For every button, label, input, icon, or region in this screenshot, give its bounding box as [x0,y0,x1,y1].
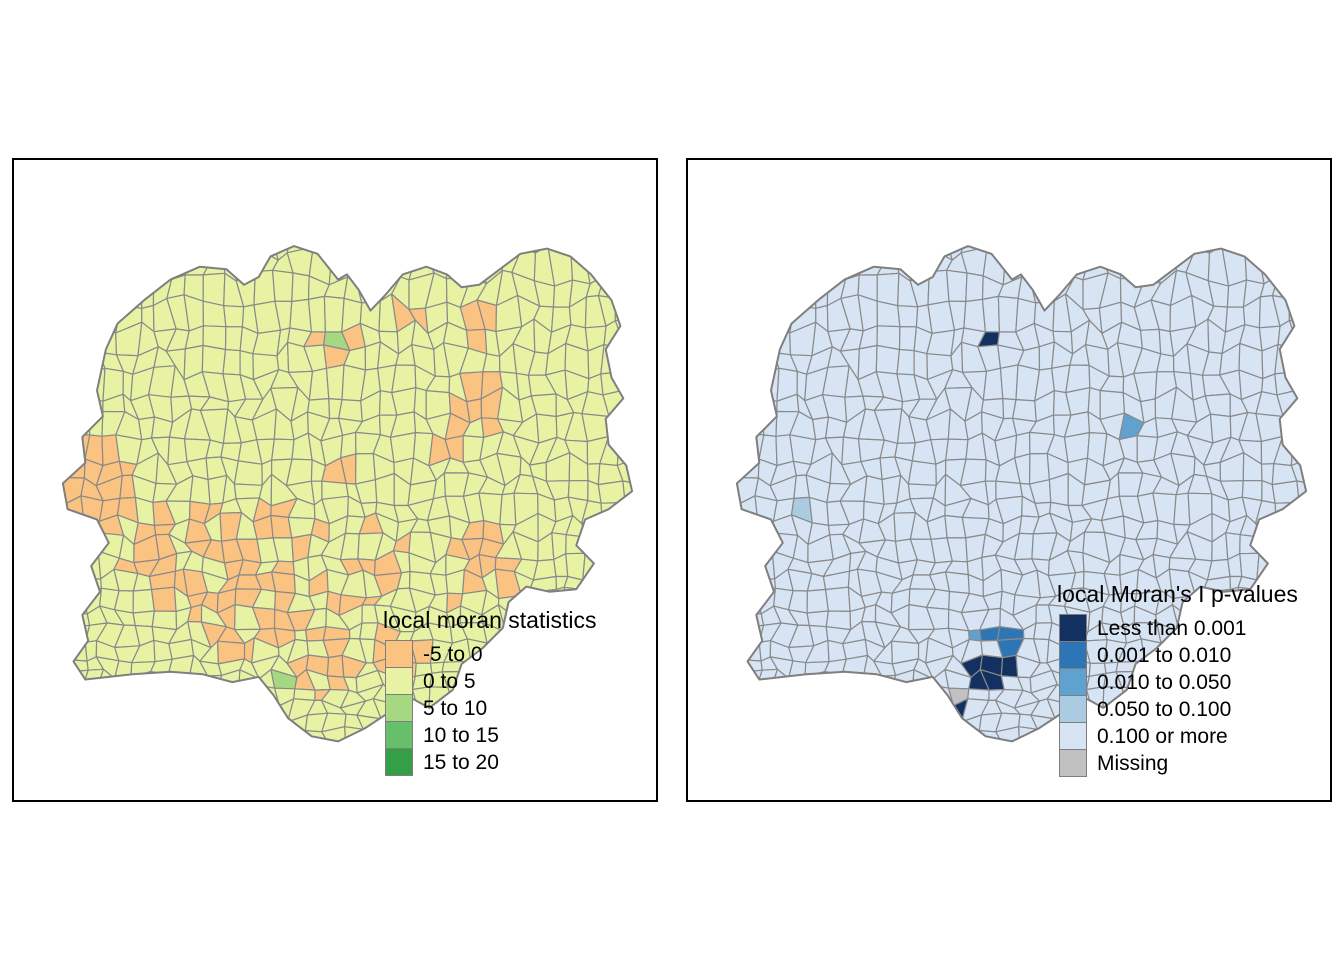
legend-item: 10 to 15 [385,721,596,749]
legend-swatch [1059,695,1087,723]
legend-label: Missing [1097,751,1169,775]
legend-label: Less than 0.001 [1097,616,1247,640]
legend-item: 0.001 to 0.010 [1059,641,1298,669]
legend-item: Missing [1059,749,1298,777]
nigeria-lga-map-moran-p-values [735,245,1308,743]
legend-swatch [1059,614,1087,642]
legend-swatch [1059,641,1087,669]
legend-label: 0.100 or more [1097,724,1228,748]
legend-swatch [385,748,413,776]
legend-item: -5 to 0 [385,640,596,668]
legend-swatch [385,721,413,749]
legend-label: 15 to 20 [423,750,499,774]
legend-item: 0 to 5 [385,667,596,695]
nigeria-lga-map-moran-statistics [61,245,634,743]
legend-item: 0.010 to 0.050 [1059,668,1298,696]
legend-label: 0.001 to 0.010 [1097,643,1232,667]
legend-swatch [385,694,413,722]
legend-label: 10 to 15 [423,723,499,747]
legend-moran-statistics: local moran statistics -5 to 0 0 to 5 5 to… [383,607,596,776]
legend-item: 5 to 10 [385,694,596,722]
legend-label: 5 to 10 [423,696,488,720]
legend-label: 0 to 5 [423,669,476,693]
panel-local-morans-i-p-values: local Moran's I p-values Less than 0.001… [686,158,1332,802]
legend-swatch [385,667,413,695]
legend-swatch [385,640,413,668]
legend-item: 0.100 or more [1059,722,1298,750]
legend-label: 0.010 to 0.050 [1097,670,1232,694]
legend-swatch [1059,668,1087,696]
legend-swatch [1059,722,1087,750]
legend-label: 0.050 to 0.100 [1097,697,1232,721]
legend-moran-p-values: local Moran's I p-values Less than 0.001… [1057,581,1298,777]
legend-title: local Moran's I p-values [1057,581,1298,607]
legend-item: 15 to 20 [385,748,596,776]
legend-item: Less than 0.001 [1059,614,1298,642]
legend-items: Less than 0.001 0.001 to 0.010 0.010 to 0.… [1059,614,1298,777]
legend-items: -5 to 0 0 to 5 5 to 10 10 to 15 15 to 20 [385,640,596,776]
legend-title: local moran statistics [383,607,597,633]
legend-swatch [1059,749,1087,777]
legend-label: -5 to 0 [423,642,483,666]
legend-item: 0.050 to 0.100 [1059,695,1298,723]
panel-local-moran-statistics: local moran statistics -5 to 0 0 to 5 5 to… [12,158,658,802]
